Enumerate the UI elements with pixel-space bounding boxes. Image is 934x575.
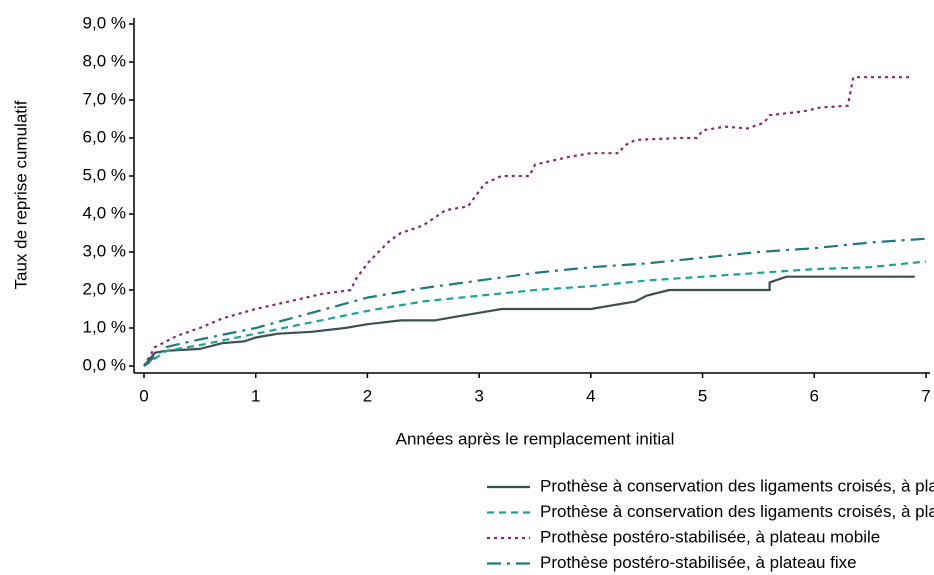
x-tick-label: 4 <box>586 386 595 405</box>
legend-label: Prothèse à conservation des ligaments cr… <box>540 476 934 495</box>
y-tick-label: 3,0 % <box>83 241 126 260</box>
y-tick-label: 8,0 % <box>83 51 126 70</box>
x-tick-label: 3 <box>474 386 483 405</box>
y-tick-label: 6,0 % <box>83 127 126 146</box>
y-axis-label: Taux de reprise cumulatif <box>11 100 30 289</box>
x-tick-label: 2 <box>363 386 372 405</box>
legend-label: Prothèse postéro-stabilisée, à plateau f… <box>540 553 857 572</box>
x-tick-label: 1 <box>251 386 260 405</box>
legend-label: Prothèse postéro-stabilisée, à plateau m… <box>540 527 880 546</box>
legend-label: Prothèse à conservation des ligaments cr… <box>540 502 934 521</box>
series-line <box>143 275 915 367</box>
series-line <box>143 260 927 367</box>
x-tick-label: 0 <box>139 386 148 405</box>
x-axis-label: Années après le remplacement initial <box>396 429 675 448</box>
y-tick-label: 7,0 % <box>83 89 126 108</box>
y-tick-label: 1,0 % <box>83 317 126 336</box>
x-tick-label: 7 <box>921 386 930 405</box>
x-tick-label: 6 <box>810 386 819 405</box>
y-tick-label: 4,0 % <box>83 203 126 222</box>
y-tick-label: 9,0 % <box>83 13 126 32</box>
series-line <box>143 76 910 367</box>
x-tick-label: 5 <box>698 386 707 405</box>
y-tick-label: 2,0 % <box>83 279 126 298</box>
series-line <box>143 237 927 367</box>
y-tick-label: 0,0 % <box>83 355 126 374</box>
y-tick-label: 5,0 % <box>83 165 126 184</box>
